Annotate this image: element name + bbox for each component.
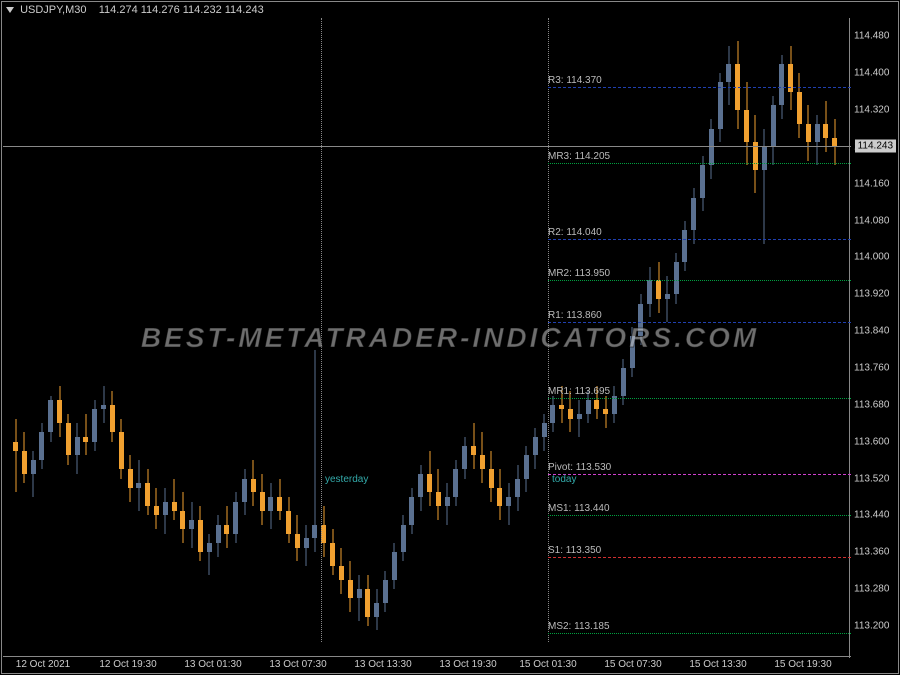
y-tick-label: 114.400 — [854, 68, 889, 79]
day-label: today — [552, 474, 576, 485]
pivot-line-r3 — [548, 87, 851, 88]
pivot-label-r3: R3: 114.370 — [548, 75, 602, 87]
pivot-label-s1: S1: 113.350 — [548, 545, 601, 557]
ohlc-label: 114.274 114.276 114.232 114.243 — [99, 4, 264, 16]
pivot-label-mr1: MR1: 113.695 — [548, 386, 610, 398]
pivot-label-ms1: MS1: 113.440 — [548, 503, 610, 515]
y-tick-label: 114.480 — [854, 31, 889, 42]
day-label: yesterday — [325, 474, 368, 485]
pivot-line-mr3 — [548, 163, 851, 164]
y-tick-label: 113.360 — [854, 547, 889, 558]
x-tick-label: 15 Oct 19:30 — [774, 659, 831, 670]
x-tick-label: 13 Oct 07:30 — [269, 659, 326, 670]
y-tick-label: 113.200 — [854, 620, 889, 631]
pivot-label-r2: R2: 114.040 — [548, 227, 602, 239]
pivot-line-ms1 — [548, 515, 851, 516]
pivot-line-pivot — [548, 474, 851, 475]
pivot-label-pivot: Pivot: 113.530 — [548, 462, 611, 474]
pivot-line-ms2 — [548, 633, 851, 634]
y-tick-label: 113.680 — [854, 399, 889, 410]
y-tick-label: 113.920 — [854, 289, 889, 300]
y-axis: 114.480114.400114.320114.240114.160114.0… — [849, 18, 897, 658]
current-price-line — [3, 146, 851, 147]
x-tick-label: 15 Oct 13:30 — [689, 659, 746, 670]
x-tick-label: 12 Oct 19:30 — [99, 659, 156, 670]
pivot-label-mr3: MR3: 114.205 — [548, 151, 610, 163]
watermark: BEST-METATRADER-INDICATORS.COM — [141, 322, 759, 354]
pivot-line-mr1 — [548, 398, 851, 399]
chart-header: USDJPY,M30 114.274 114.276 114.232 114.2… — [6, 4, 264, 16]
symbol-label: USDJPY,M30 — [20, 4, 86, 16]
pivot-label-mr2: MR2: 113.950 — [548, 268, 610, 280]
x-tick-label: 13 Oct 19:30 — [439, 659, 496, 670]
y-tick-label: 114.000 — [854, 252, 889, 263]
y-tick-label: 113.600 — [854, 436, 889, 447]
y-tick-label: 114.080 — [854, 215, 889, 226]
pivot-line-s1 — [548, 557, 851, 558]
pivot-line-mr2 — [548, 280, 851, 281]
x-tick-label: 15 Oct 01:30 — [519, 659, 576, 670]
y-tick-label: 113.280 — [854, 584, 889, 595]
y-tick-label: 113.760 — [854, 362, 889, 373]
current-price-box: 114.243 — [855, 139, 896, 152]
y-tick-label: 114.160 — [854, 178, 889, 189]
pivot-label-ms2: MS2: 113.185 — [548, 621, 610, 633]
x-axis: 12 Oct 2021 12 Oct 19:30 13 Oct 01:30 13 Oc… — [3, 656, 851, 672]
x-tick-label: 13 Oct 01:30 — [184, 659, 241, 670]
x-tick-label: 15 Oct 07:30 — [604, 659, 661, 670]
y-tick-label: 113.440 — [854, 510, 889, 521]
y-tick-label: 113.520 — [854, 473, 889, 484]
y-tick-label: 114.320 — [854, 105, 889, 116]
pivot-label-r1: R1: 113.860 — [548, 310, 602, 322]
pivot-line-r2 — [548, 239, 851, 240]
dropdown-icon[interactable] — [6, 7, 14, 13]
y-tick-label: 113.840 — [854, 326, 889, 337]
chart-window: USDJPY,M30 114.274 114.276 114.232 114.2… — [1, 1, 899, 674]
x-tick-label: 13 Oct 13:30 — [354, 659, 411, 670]
x-tick-label: 12 Oct 2021 — [16, 659, 70, 670]
